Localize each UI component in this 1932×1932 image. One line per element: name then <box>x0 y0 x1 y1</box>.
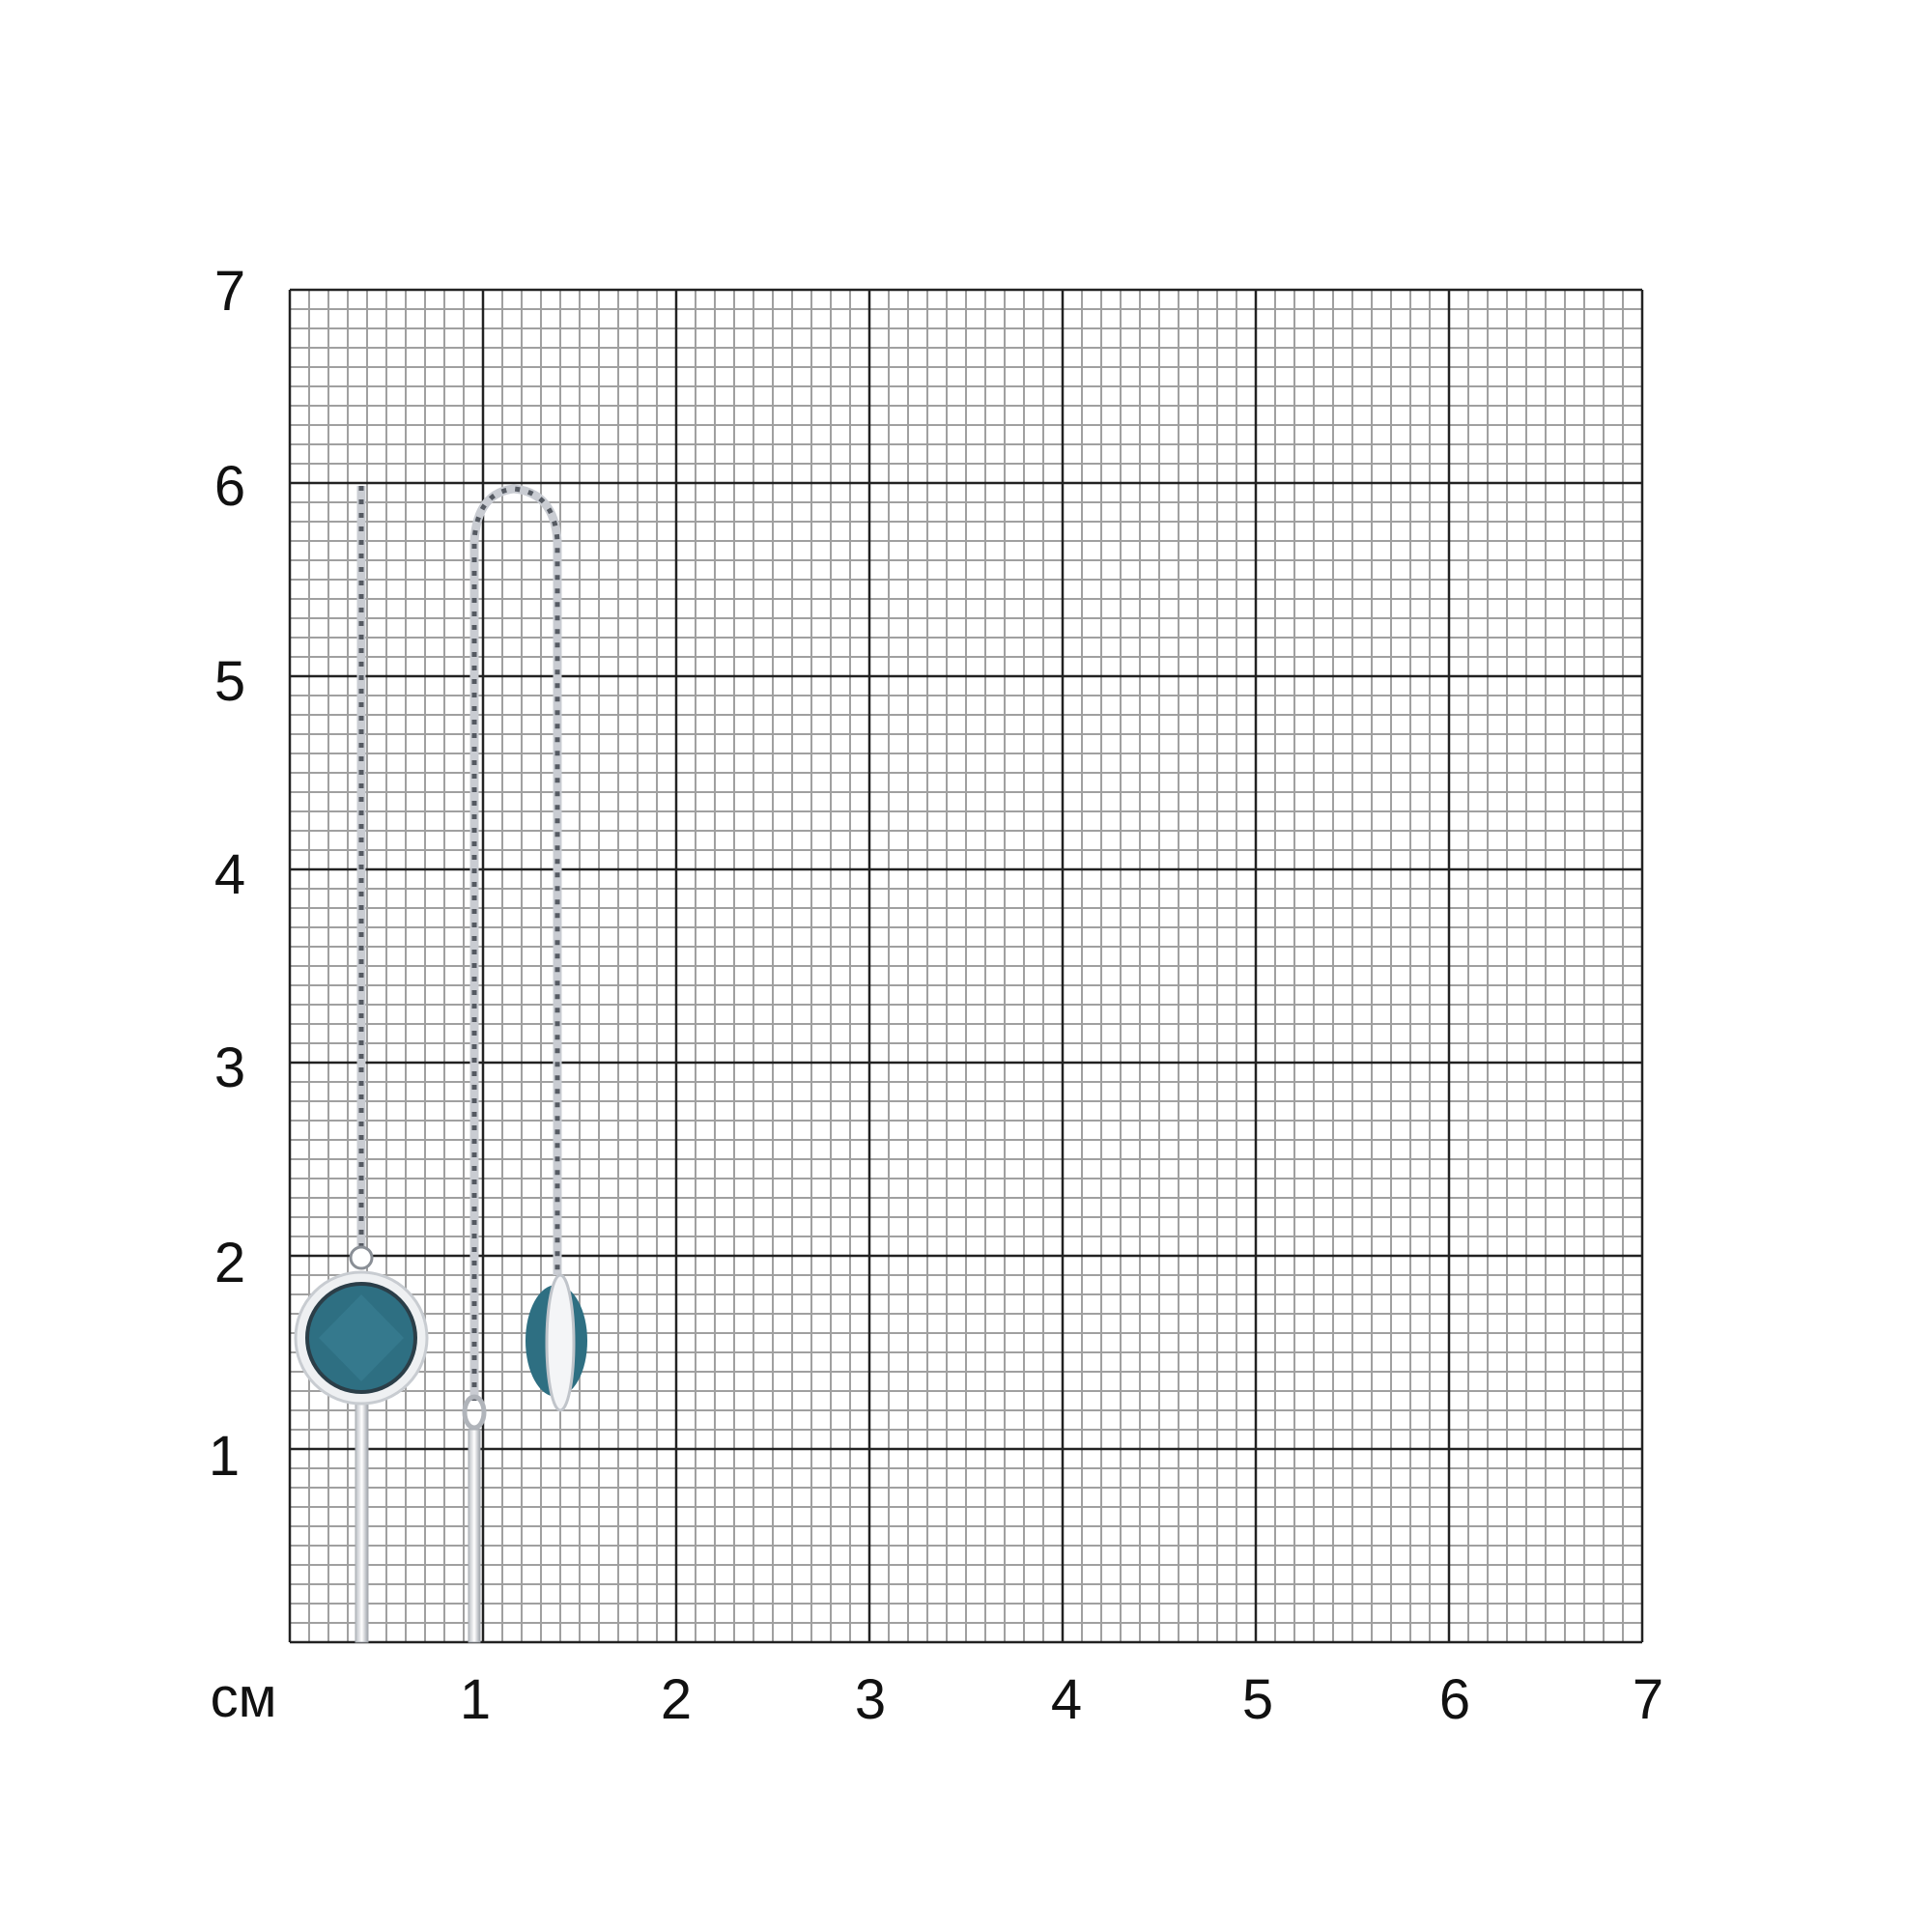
y-tick-5: 5 <box>213 650 246 713</box>
x-tick-3: 3 <box>854 1668 887 1731</box>
x-tick-5: 5 <box>1241 1668 1274 1731</box>
stone-facet <box>319 1294 404 1381</box>
y-tick-2: 2 <box>213 1232 246 1294</box>
y-tick-6: 6 <box>213 455 246 518</box>
jump-ring <box>349 1245 374 1270</box>
y-tick-7: 7 <box>213 260 246 323</box>
y-tick-3: 3 <box>213 1037 246 1099</box>
x-tick-6: 6 <box>1438 1668 1471 1731</box>
bezel-right-earring <box>545 1273 576 1412</box>
pin-right-earring <box>468 1429 481 1643</box>
pin-left-earring <box>355 1390 369 1643</box>
y-tick-4: 4 <box>213 843 246 906</box>
chain-right-earring <box>469 484 562 1401</box>
y-tick-1: 1 <box>208 1425 241 1488</box>
x-tick-1: 1 <box>459 1668 492 1731</box>
pin-eye <box>462 1394 487 1431</box>
x-tick-7: 7 <box>1632 1668 1664 1731</box>
unit-label: см <box>210 1666 277 1729</box>
x-tick-2: 2 <box>660 1668 693 1731</box>
x-tick-4: 4 <box>1050 1668 1083 1731</box>
chain-right-earring-links <box>471 486 560 1401</box>
